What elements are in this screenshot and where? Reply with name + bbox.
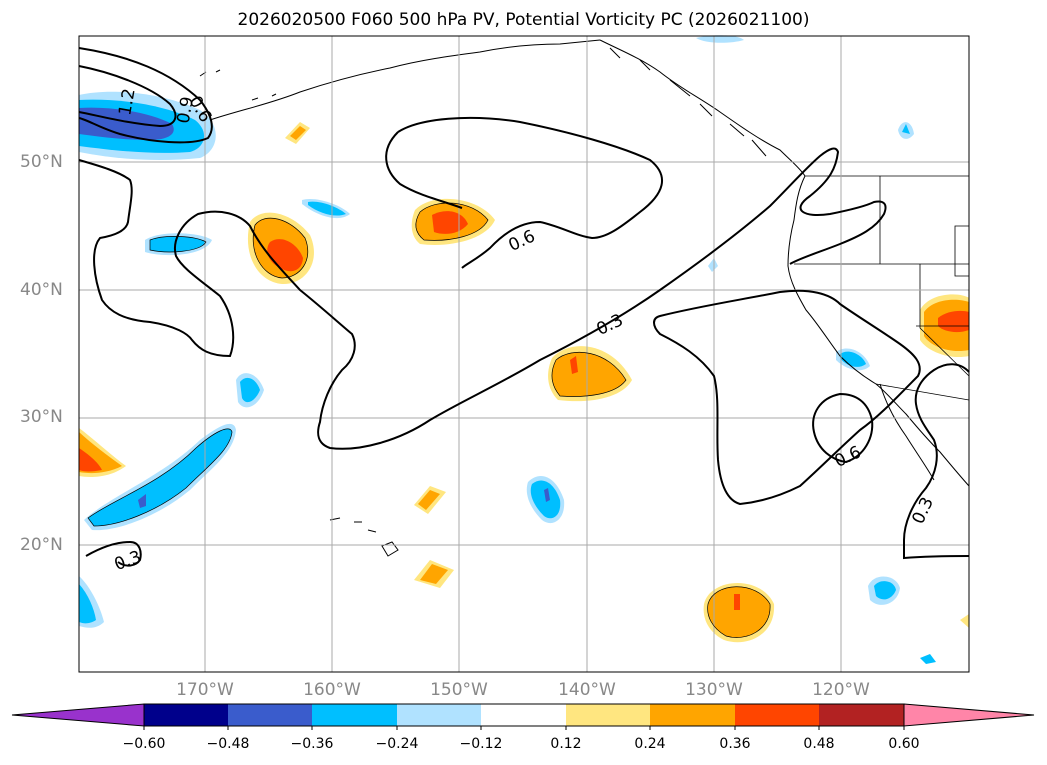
thin-contour-3 [551,352,627,397]
neg-anomaly-band-dark [138,494,146,508]
pos-anomaly-5-mid [707,586,771,638]
colorbar-label-7: 0.24 [634,736,666,752]
coastlines [199,39,970,557]
thin-contour-6 [149,236,207,253]
colorbar-outline [143,703,905,727]
colorbar [11,703,1035,730]
colorbar-cell-4 [397,704,481,726]
colorbar-cell-1 [144,704,228,726]
lat-label-40n: 40°N [20,280,63,300]
us-mexico-border [875,383,970,401]
neg-anomaly-3-core [240,377,260,403]
lon-label-140w: 140°W [558,680,616,700]
neg-anomaly-10 [920,654,936,664]
colorbar-cell-5 [481,704,566,726]
pos-anomaly-small-2-core [418,490,440,510]
neg-anomaly-9-core [902,124,910,134]
colorbar-cell-3 [312,704,397,726]
pos-anomaly-5-dark [734,594,740,610]
contour-label-0-9: 0.9 [174,95,198,125]
pos-anomaly-small-3-core [420,564,448,584]
pos-anomaly-small-1-core [290,126,306,140]
ca-nv-border [919,264,970,377]
neg-anomaly-small-1-core [308,201,346,216]
colorbar-label-8: 0.36 [719,736,751,752]
gridlines [79,36,969,672]
us-west-coast [787,175,970,487]
lat-label-30n: 30°N [20,407,63,427]
pos-anomaly-4-dark [79,448,102,472]
contour-0-3-sw [85,540,142,567]
lon-label-130w: 130°W [685,680,743,700]
colorbar-label-9: 0.48 [803,736,835,752]
colorbar-cell-2 [228,704,312,726]
pos-anomaly-3-mid [551,352,626,397]
neg-anomaly-11 [708,258,718,272]
neg-anomaly-6-core [840,351,866,367]
map-title: 2026020500 F060 500 hPa PV, Potential Vo… [237,10,810,30]
thin-contour-2 [415,202,489,241]
neg-anomaly-4-dark [544,488,550,502]
pos-anomaly-6-dark [938,310,969,333]
contour-0-6-north-b [385,131,463,209]
contour-0-6-north [397,116,663,269]
map-border [78,35,970,673]
pv-shading [79,35,969,664]
colorbar-extend-low [11,703,145,727]
lon-label-120w: 120°W [812,680,870,700]
colorbar-cell-7 [650,704,735,726]
colorbar-ticks [143,726,905,730]
colorbar-label-1: −0.60 [122,736,166,752]
neg-anomaly-4-core [530,480,561,519]
bc-islands [609,47,767,157]
aleutian-islands [199,69,277,101]
contour-0-3-se [903,363,970,560]
thin-contours [87,202,771,638]
neg-anomaly-7-core [79,584,96,624]
colorbar-label-3: −0.36 [290,736,334,752]
neg-anomaly-5-core [874,581,896,600]
contour-0-9 [78,65,177,128]
contour-0-3-east [653,289,921,506]
gulf-of-alaska-coast [599,39,806,177]
colorbar-extend-high [903,703,1035,727]
colorbar-cell-9 [819,704,904,726]
aleutian-coast [209,39,601,121]
contour-1-2 [78,47,213,144]
neg-anomaly-band-mid [88,428,232,526]
lat-label-50n: 50°N [20,152,63,172]
colorbar-label-5: −0.12 [459,736,503,752]
contour-0-6-east [812,392,874,464]
contour-0-3-main [78,147,887,450]
colorbar-label-4: −0.24 [375,736,419,752]
lon-label-170w: 170°W [176,680,234,700]
baja-coast [879,383,935,481]
map-frame [79,36,969,672]
lon-label-150w: 150°W [430,680,488,700]
lon-label-160w: 160°W [303,680,361,700]
colorbar-cell-6 [566,704,650,726]
neg-anomaly-nw-dark [79,107,174,140]
thin-contour-1 [252,217,309,279]
neg-anomaly-8 [696,35,744,43]
colorbar-label-2: −0.48 [206,736,250,752]
colorbar-label-10: 0.60 [888,736,920,752]
colorbar-label-6: 0.12 [550,736,582,752]
hawaii-islands [329,517,399,557]
pos-anomaly-small-4 [960,614,969,628]
pos-anomaly-3-dark [570,356,578,374]
neg-anomaly-2-core [150,236,206,252]
contour-label-1-2: 1.2 [115,87,139,117]
colorbar-cell-8 [735,704,819,726]
lat-label-20n: 20°N [20,535,63,555]
pv-contours [78,47,970,567]
thin-contour-4 [707,586,771,638]
thin-contour-5 [87,428,233,527]
